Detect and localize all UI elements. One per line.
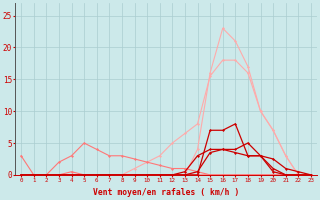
- X-axis label: Vent moyen/en rafales ( km/h ): Vent moyen/en rafales ( km/h ): [93, 188, 239, 197]
